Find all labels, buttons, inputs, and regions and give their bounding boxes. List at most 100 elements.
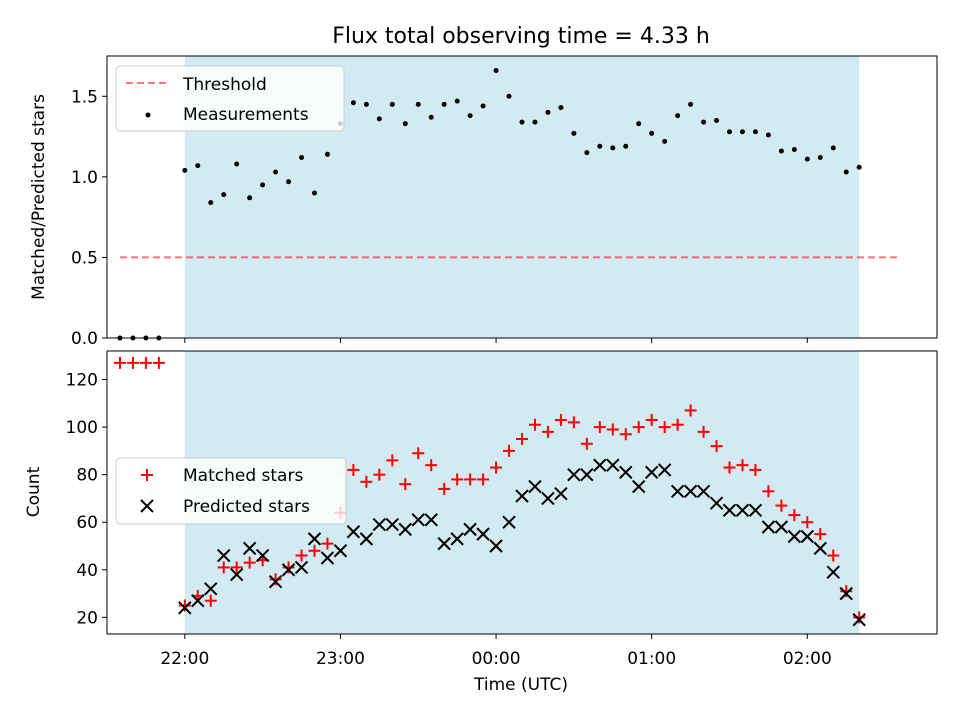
legend-measurements-marker: [145, 112, 151, 118]
measurement-point: [532, 119, 538, 125]
legend-measurements-label: Measurements: [183, 105, 309, 125]
predicted-star-point: [683, 484, 698, 499]
measurement-point: [817, 155, 823, 161]
matched-star-point: [438, 482, 451, 495]
matched-star-point: [593, 421, 606, 434]
x-tick-label: 01:00: [627, 649, 676, 669]
top-y-axis-label: Matched/Predicted stars: [29, 94, 49, 300]
predicted-star-point: [437, 536, 451, 551]
measurement-point: [389, 101, 395, 107]
predicted-star-point: [320, 551, 335, 565]
predicted-star-point: [463, 522, 477, 537]
measurement-point: [480, 103, 486, 109]
matched-star-point: [567, 416, 580, 429]
predicted-star-point: [800, 529, 815, 544]
x-tick-label: 00:00: [472, 649, 521, 669]
y-tick-label: 1.0: [71, 168, 98, 188]
predicted-star-point: [748, 503, 763, 518]
matched-star-point: [788, 509, 801, 522]
predicted-star-point: [852, 613, 866, 627]
measurement-point: [623, 143, 629, 149]
matched-star-point: [775, 499, 788, 512]
measurement-point: [493, 68, 499, 74]
measurement-point: [843, 169, 849, 175]
top-axes-frame: [106, 55, 938, 339]
matched-star-point: [282, 561, 295, 574]
predicted-star-point: [813, 541, 827, 556]
measurement-point: [247, 195, 253, 201]
predicted-star-point: [632, 479, 646, 494]
bottom-plot-area: 20 40 60 80 100 120 22:00 23:00 00:00 01:00 02:00: [66, 350, 938, 669]
matched-star-point: [360, 475, 373, 488]
legend-predicted-label: Predicted stars: [183, 497, 310, 517]
predicted-star-point: [502, 515, 516, 529]
measurement-point: [221, 192, 227, 198]
matched-star-point: [451, 473, 464, 486]
measurement-point: [454, 98, 460, 104]
measurement-point: [286, 179, 292, 185]
matched-star-point: [619, 428, 632, 441]
matched-star-point: [178, 599, 191, 612]
legend-predicted-marker: [140, 499, 154, 513]
measurement-point: [415, 101, 421, 107]
matched-star-point: [425, 459, 438, 472]
matched-star-point: [814, 528, 827, 541]
predicted-star-point: [541, 491, 555, 506]
matched-star-point: [632, 421, 645, 434]
matched-star-point: [723, 461, 736, 474]
measurement-point: [584, 150, 590, 156]
predicted-star-point: [359, 532, 374, 546]
matched-star-point: [152, 356, 165, 369]
matched-star-point: [308, 544, 321, 557]
matched-star-point: [503, 444, 516, 457]
predicted-star-point: [411, 513, 425, 527]
matched-star-point: [580, 437, 593, 450]
measurement-point: [636, 121, 642, 127]
predicted-star-point: [593, 458, 607, 472]
matched-star-point: [347, 463, 360, 476]
matched-star-point: [464, 473, 477, 486]
predicted-star-point: [372, 517, 387, 532]
predicted-star-point: [385, 517, 400, 532]
matched-star-point: [541, 425, 554, 438]
measurement-point: [558, 105, 564, 111]
measurement-point: [778, 148, 784, 154]
predicted-star-point: [450, 532, 464, 546]
predicted-star-point: [346, 525, 361, 539]
matched-star-point: [217, 561, 230, 574]
y-tick-label: 60: [76, 513, 98, 533]
matched-star-point: [554, 413, 567, 426]
predicted-star-point: [774, 520, 789, 534]
matched-star-point: [762, 485, 775, 498]
measurement-point: [428, 114, 434, 120]
matched-star-point: [399, 478, 412, 491]
measurement-point: [402, 121, 408, 127]
matched-star-point: [528, 418, 541, 431]
measurement-point: [701, 119, 707, 125]
measurement-point: [856, 164, 862, 170]
measurement-point: [791, 146, 797, 152]
measurement-point: [714, 117, 720, 123]
predicted-star-point: [333, 544, 348, 558]
matched-star-point: [853, 611, 866, 624]
predicted-star-point: [476, 527, 490, 541]
measurement-point: [260, 182, 266, 188]
measurement-point: [324, 151, 330, 157]
measurement-point: [467, 113, 473, 119]
predicted-star-point: [307, 532, 322, 546]
predicted-star-point: [839, 586, 853, 601]
measurement-point: [727, 129, 732, 135]
predicted-star-point: [657, 463, 672, 477]
measurement-point: [506, 93, 512, 99]
measurement-point: [765, 132, 771, 138]
measurement-point: [597, 143, 603, 149]
predicted-star-point: [515, 489, 529, 503]
predicted-star-point: [670, 484, 685, 499]
predicted-star-point: [229, 567, 244, 582]
y-tick-label: 120: [66, 371, 98, 391]
measurement-point: [441, 101, 447, 107]
legend-threshold-label: Threshold: [182, 75, 267, 95]
predicted-star-point: [217, 548, 231, 563]
matched-star-point: [801, 516, 814, 529]
